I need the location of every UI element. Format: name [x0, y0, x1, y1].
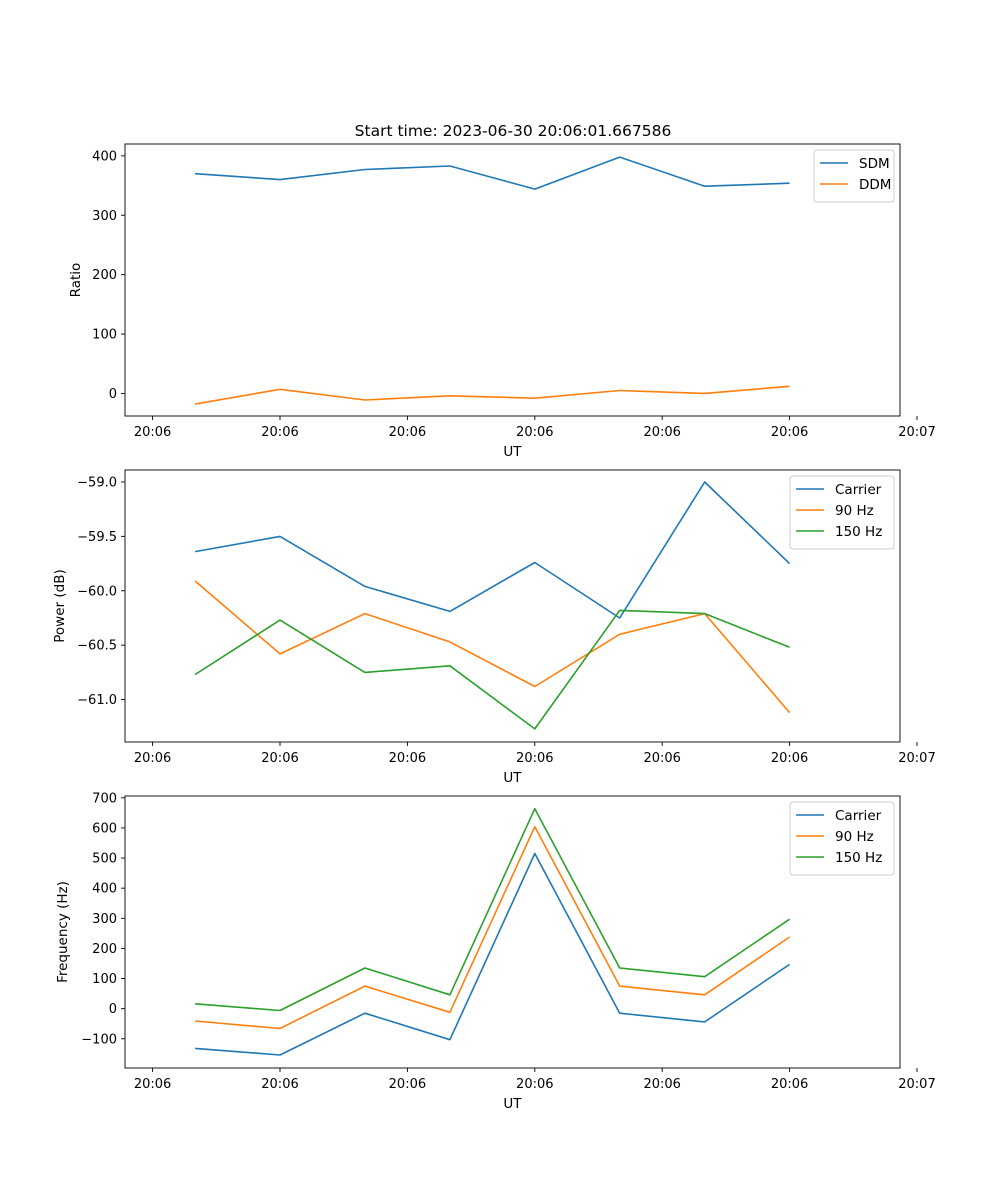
x-axis-label: UT [503, 770, 522, 786]
series-line-150-hz [195, 807, 791, 1012]
y-tick-label: 0 [109, 387, 117, 402]
y-tick-label: 400 [92, 882, 117, 897]
y-tick-label: 600 [92, 821, 117, 836]
series-line-sdm [195, 156, 790, 190]
y-tick-label: 400 [92, 149, 117, 164]
x-tick-label: 20:06 [389, 425, 426, 440]
legend-label-sdm: SDM [859, 156, 890, 172]
axes-frame [124, 795, 901, 1069]
y-tick-label: −60.5 [77, 639, 117, 654]
legend-label-carrier: Carrier [835, 482, 882, 498]
subplot-frequency: 20:06 20:06 20:06 20:06 20:06 20:06 20:07 −100 0… [55, 791, 936, 1112]
x-tick-label: 20:06 [261, 1077, 298, 1092]
y-tick-label: 200 [92, 268, 117, 283]
legend-label-150-hz: 150 Hz [835, 850, 882, 866]
legend-label-ddm: DDM [859, 177, 891, 193]
series-line-carrier [194, 481, 791, 619]
x-tick-label: 20:06 [643, 1077, 680, 1092]
legend: Carrier 90 Hz 150 Hz [789, 801, 895, 876]
x-tick-label: 20:06 [389, 751, 426, 766]
x-tick-label: 20:06 [261, 751, 298, 766]
series-line-90-hz [195, 825, 791, 1030]
subplot-power: 20:06 20:06 20:06 20:06 20:06 20:06 20:07 −61.0… [52, 469, 936, 786]
x-tick-label: 20:06 [771, 425, 808, 440]
subplot-ratio: 20:06 20:06 20:06 20:06 20:06 20:06 20:07 0 100 2… [68, 143, 936, 460]
legend-label-90-hz: 90 Hz [835, 503, 874, 519]
y-tick-label: 100 [92, 328, 117, 343]
y-tick-label: −61.0 [77, 693, 117, 708]
y-tick-label: −60.0 [77, 584, 117, 599]
x-tick-label: 20:06 [134, 1077, 171, 1092]
y-axis-label: Frequency (Hz) [55, 881, 71, 983]
x-tick-label: 20:06 [389, 1077, 426, 1092]
series-line-ddm [194, 385, 790, 405]
y-tick-label: 500 [92, 852, 117, 867]
y-tick-label: 300 [92, 209, 117, 224]
series-line-150-hz [194, 609, 790, 730]
x-tick-label: 20:07 [898, 1077, 935, 1092]
x-tick-label: 20:06 [643, 425, 680, 440]
axes-frame [124, 143, 901, 417]
y-tick-label: 200 [92, 942, 117, 957]
y-tick-label: 100 [92, 972, 117, 987]
y-tick-label: −100 [81, 1032, 117, 1047]
axes-frame [124, 469, 901, 743]
x-tick-label: 20:06 [134, 425, 171, 440]
y-tick-label: 0 [109, 1002, 117, 1017]
y-tick-label: 700 [92, 791, 117, 806]
legend-label-90-hz: 90 Hz [835, 829, 874, 845]
legend-label-150-hz: 150 Hz [835, 524, 882, 540]
x-tick-label: 20:06 [771, 751, 808, 766]
x-axis-label: UT [503, 444, 522, 460]
x-tick-label: 20:06 [516, 425, 553, 440]
x-tick-label: 20:07 [898, 751, 935, 766]
x-tick-label: 20:06 [643, 751, 680, 766]
y-tick-label: −59.0 [77, 475, 117, 490]
x-tick-label: 20:06 [516, 1077, 553, 1092]
y-axis-label: Power (dB) [52, 569, 68, 642]
x-tick-label: 20:06 [516, 751, 553, 766]
x-tick-label: 20:06 [261, 425, 298, 440]
y-axis-label: Ratio [68, 263, 84, 298]
chart-title: Start time: 2023-06-30 20:06:01.667586 [355, 122, 672, 140]
x-axis-label: UT [503, 1096, 522, 1112]
series-line-90-hz [194, 580, 791, 714]
x-tick-label: 20:06 [771, 1077, 808, 1092]
x-tick-label: 20:06 [134, 751, 171, 766]
series-line-carrier [195, 852, 791, 1056]
y-tick-label: 300 [92, 912, 117, 927]
legend: Carrier 90 Hz 150 Hz [789, 475, 895, 550]
legend-label-carrier: Carrier [835, 808, 882, 824]
y-tick-label: −59.5 [77, 530, 117, 545]
legend: SDM DDM [813, 149, 895, 203]
x-tick-label: 20:07 [898, 425, 935, 440]
